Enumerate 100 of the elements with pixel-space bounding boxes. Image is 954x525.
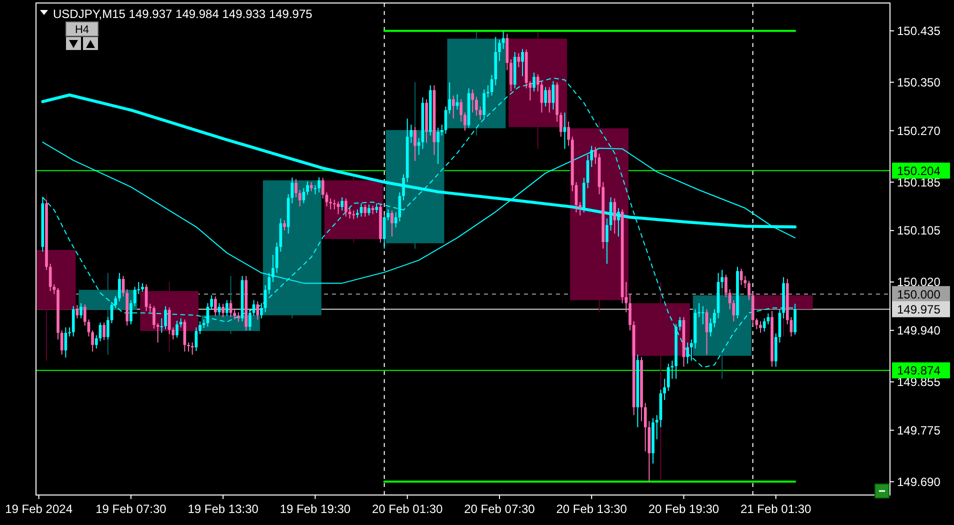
y-tick-label: 150.270 <box>897 124 941 138</box>
y-tick-label: 150.105 <box>897 224 941 238</box>
candlestick <box>471 89 474 114</box>
candlestick <box>594 146 597 164</box>
candlestick <box>552 80 555 110</box>
candlestick <box>475 96 478 116</box>
candlestick <box>340 196 344 212</box>
candlestick <box>452 95 455 120</box>
candlestick <box>368 204 370 216</box>
candlestick <box>225 300 228 316</box>
candlestick <box>214 296 217 316</box>
candlestick <box>130 300 132 325</box>
ref-line-label: 149.975 <box>897 302 941 316</box>
candlestick <box>548 86 551 114</box>
candlestick <box>198 320 202 335</box>
y-tick-label: 150.350 <box>897 75 941 90</box>
candlestick <box>152 306 156 330</box>
ref-line-label: 149.874 <box>897 364 941 378</box>
candlestick <box>106 316 110 340</box>
candlestick <box>118 272 121 302</box>
candlestick <box>521 48 524 77</box>
ref-line-label: 150.000 <box>897 287 941 302</box>
candlestick <box>502 30 505 50</box>
candlestick <box>318 176 320 193</box>
candlestick <box>456 94 459 110</box>
ref-line-label: 150.204 <box>897 164 941 178</box>
candlestick <box>510 58 512 92</box>
candlestick <box>364 204 367 218</box>
x-tick-label: 19 Feb 19:30 <box>280 502 351 516</box>
candlestick <box>709 318 712 337</box>
candlestick <box>390 210 394 238</box>
candlestick <box>72 306 75 337</box>
candlestick <box>724 274 728 298</box>
candlestick <box>256 300 260 320</box>
candlestick <box>606 218 608 264</box>
candlestick <box>329 198 332 210</box>
candlestick <box>517 52 520 68</box>
candlestick <box>766 312 770 325</box>
candlestick <box>298 189 302 207</box>
candlestick <box>248 308 252 331</box>
candlestick <box>702 306 704 325</box>
candlestick <box>164 306 167 330</box>
x-tick-label: 19 Feb 2024 <box>5 502 73 516</box>
candlestick <box>540 80 544 114</box>
candlestick <box>314 184 317 195</box>
y-tick-label: 149.940 <box>897 324 941 338</box>
candlestick <box>666 363 670 392</box>
candlestick <box>567 121 570 146</box>
candlestick <box>260 302 263 319</box>
y-tick-label: 149.690 <box>897 474 941 489</box>
candlestick <box>190 342 194 356</box>
x-tick-label: 20 Feb 01:30 <box>372 502 444 516</box>
annotation: H4 <box>74 24 90 36</box>
candlestick <box>310 182 313 192</box>
candlestick <box>210 294 213 310</box>
candlestick <box>498 39 501 62</box>
candlestick <box>686 342 689 364</box>
candlestick <box>748 280 750 301</box>
x-tick-label: 20 Feb 13:30 <box>556 502 628 516</box>
candlestick <box>160 318 164 334</box>
candlestick <box>436 127 440 164</box>
candlestick <box>678 316 682 331</box>
chart-title: USDJPY,M15 149.937 149.984 149.933 149.975 <box>53 7 313 21</box>
candlestick <box>156 322 160 343</box>
candlestick <box>294 178 298 198</box>
candlestick <box>563 112 566 150</box>
candlestick <box>628 294 632 331</box>
candlestick <box>414 126 416 162</box>
y-tick-label: 150.185 <box>897 175 941 190</box>
y-tick-label: 150.435 <box>897 24 941 38</box>
candlestick <box>663 378 666 400</box>
candlestick <box>613 198 616 234</box>
candlestick <box>48 263 52 292</box>
candlestick <box>91 330 94 352</box>
candlestick <box>283 220 286 232</box>
candlestick <box>460 98 462 122</box>
candlestick <box>448 82 451 114</box>
candlestick <box>544 86 547 107</box>
candlestick <box>478 106 482 120</box>
y-tick-label: 149.775 <box>897 423 941 438</box>
candlestick <box>68 326 71 337</box>
candlestick <box>179 318 182 328</box>
candlestick <box>762 318 766 332</box>
candlestick <box>464 112 466 132</box>
candlestick <box>559 112 562 138</box>
x-tick-label: 19 Feb 13:30 <box>188 502 259 516</box>
candlestick <box>60 330 64 356</box>
candlestick <box>332 199 336 210</box>
candlestick <box>306 181 309 196</box>
x-tick-label: 21 Feb 01:30 <box>740 502 812 516</box>
x-tick-label: 20 Feb 07:30 <box>464 502 536 516</box>
candlestick <box>102 322 106 341</box>
candlestick <box>237 312 240 322</box>
candlestick <box>482 89 486 120</box>
candlestick <box>80 302 82 319</box>
candlestick <box>76 304 79 319</box>
x-tick-label: 19 Feb 07:30 <box>96 502 167 516</box>
candlestick <box>578 202 582 216</box>
candlestick <box>176 320 178 338</box>
candlestick <box>222 303 224 318</box>
